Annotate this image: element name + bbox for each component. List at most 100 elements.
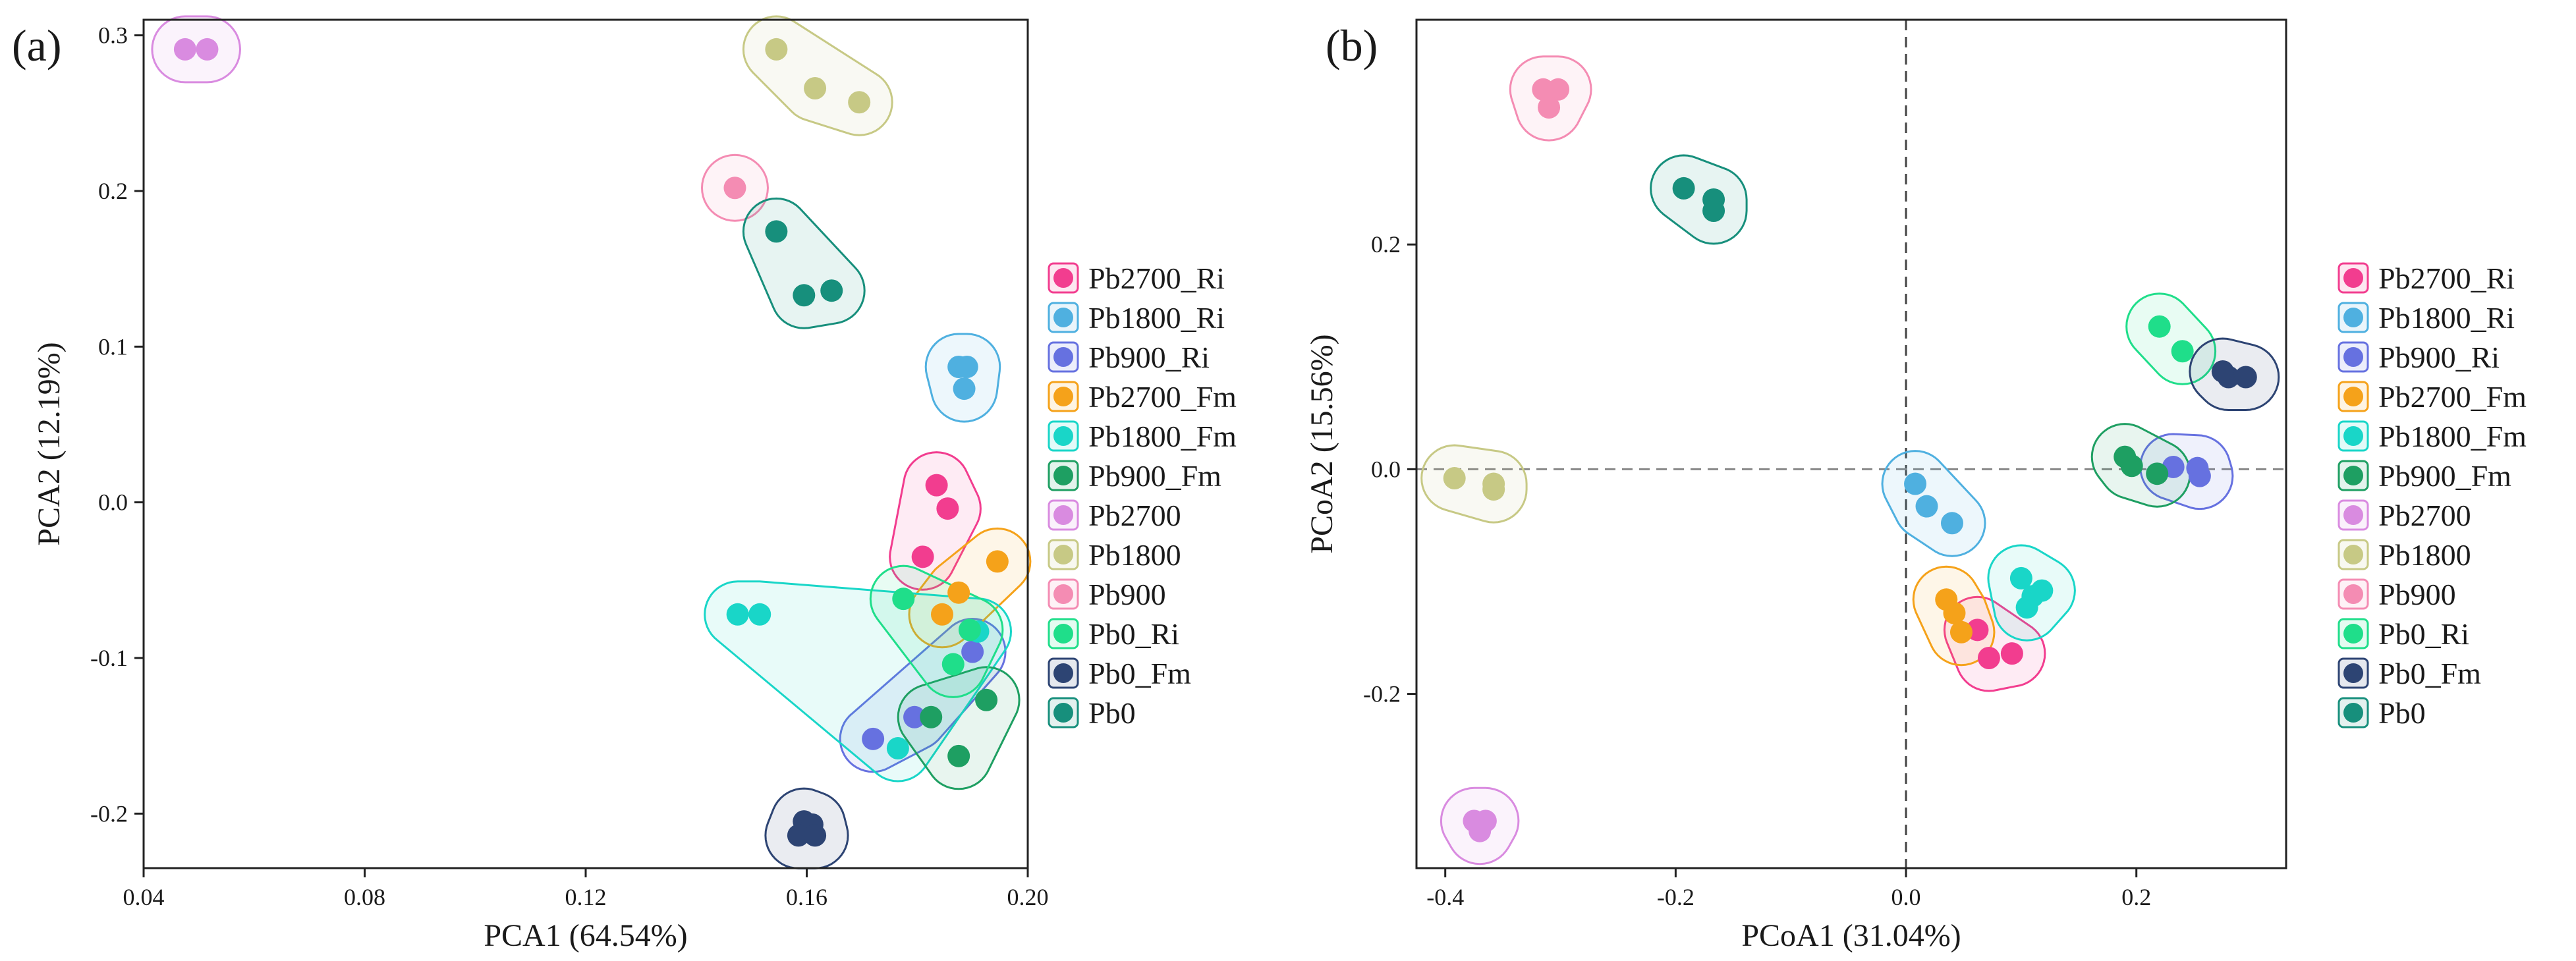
y-tick-label: -0.1 xyxy=(90,645,128,671)
x-tick-label: 0.12 xyxy=(565,884,607,910)
data-point xyxy=(793,284,816,307)
legend-label: Pb0 xyxy=(1088,696,1136,730)
legend-label: Pb1800_Ri xyxy=(1088,301,1225,335)
x-axis-title: PCoA1 (31.04%) xyxy=(1741,918,1961,953)
legend-marker xyxy=(2343,624,2363,644)
legend-marker xyxy=(1053,347,1073,367)
legend-label: Pb2700_Ri xyxy=(2378,261,2515,295)
legend-label: Pb900_Fm xyxy=(1088,459,1221,493)
legend-label: Pb0_Ri xyxy=(2378,617,2469,651)
legend-marker xyxy=(2343,703,2363,723)
panel-b-label: (b) xyxy=(1326,20,1378,70)
group-ellipse xyxy=(1650,154,1748,245)
y-tick-label: -0.2 xyxy=(90,800,128,827)
legend-marker xyxy=(1053,387,1073,406)
data-point xyxy=(2000,642,2023,665)
data-point xyxy=(930,603,953,626)
group-ellipse xyxy=(742,15,893,136)
legend-marker xyxy=(2343,308,2363,327)
plot-frame xyxy=(1415,18,2287,869)
x-tick-label: 0.04 xyxy=(123,884,165,910)
legend-marker xyxy=(1053,426,1073,446)
data-point xyxy=(1538,96,1561,119)
legend-marker xyxy=(2343,387,2363,406)
data-point xyxy=(2009,566,2032,590)
y-tick-label: 0.1 xyxy=(98,333,128,360)
legend-label: Pb2700 xyxy=(1088,499,1181,532)
group-ellipse xyxy=(1420,444,1528,524)
data-point xyxy=(787,824,810,847)
legend-label: Pb1800_Fm xyxy=(1088,420,1237,453)
group-ellipse xyxy=(742,197,866,329)
data-point xyxy=(925,474,948,497)
y-tick-label: -0.2 xyxy=(1363,681,1401,707)
data-point xyxy=(2148,315,2171,338)
data-point xyxy=(726,603,749,626)
legend-label: Pb900_Ri xyxy=(1088,341,1210,374)
legend-marker xyxy=(2343,347,2363,367)
data-point xyxy=(911,545,934,568)
legend-label: Pb2700_Ri xyxy=(1088,261,1225,295)
data-point xyxy=(955,356,978,379)
x-tick-label: 0.0 xyxy=(1891,884,1921,910)
data-point xyxy=(903,705,926,728)
data-point xyxy=(975,688,998,711)
data-point xyxy=(1469,819,1492,842)
data-point xyxy=(1443,467,1466,490)
data-point xyxy=(820,279,843,302)
data-point xyxy=(1977,646,2000,669)
data-point xyxy=(1943,601,1966,624)
group-ellipse xyxy=(2125,292,2217,385)
y-axis-title: PCoA2 (15.56%) xyxy=(1304,334,1339,553)
data-point xyxy=(1904,472,1927,495)
data-point xyxy=(958,618,981,642)
legend-marker xyxy=(1053,268,1073,288)
data-point xyxy=(848,91,871,114)
data-point xyxy=(1940,512,1963,535)
y-tick-label: 0.2 xyxy=(98,178,128,204)
legend-marker xyxy=(1053,703,1073,723)
data-point xyxy=(953,377,976,400)
legend-label: Pb2700_Fm xyxy=(1088,380,1237,414)
data-point xyxy=(1482,478,1505,501)
legend-label: Pb1800_Ri xyxy=(2378,301,2515,335)
legend-label: Pb1800 xyxy=(1088,538,1181,572)
data-point xyxy=(804,76,827,99)
data-point xyxy=(862,727,885,750)
data-point xyxy=(2120,454,2143,478)
data-point xyxy=(961,640,984,663)
legend-marker xyxy=(1053,505,1073,525)
data-point xyxy=(765,38,788,61)
data-point xyxy=(986,550,1009,573)
legend-marker xyxy=(2343,426,2363,446)
data-point xyxy=(2030,579,2054,602)
panel-a: (a) 0.04 0.08 0.12 0.16 0.20 -0.2 -0.1 0.0 0.1 0.… xyxy=(12,15,1237,953)
y-tick-label: 0.0 xyxy=(98,489,128,516)
legend-marker xyxy=(2343,466,2363,485)
data-point xyxy=(2171,340,2194,363)
data-point xyxy=(886,737,909,760)
data-point xyxy=(804,824,827,847)
legend-marker xyxy=(2343,663,2363,683)
legend-label: Pb0_Fm xyxy=(1088,657,1191,690)
x-axis-title: PCA1 (64.54%) xyxy=(484,918,687,953)
data-point xyxy=(196,38,219,61)
data-point xyxy=(947,581,970,604)
data-point xyxy=(173,38,196,61)
legend-marker xyxy=(1053,308,1073,327)
legend-marker xyxy=(1053,663,1073,683)
x-tick-label: -0.2 xyxy=(1657,884,1694,910)
legend-marker xyxy=(2343,545,2363,564)
legend-label: Pb2700_Fm xyxy=(2378,380,2527,414)
legend-marker xyxy=(1053,584,1073,604)
legend-marker xyxy=(1053,545,1073,564)
data-point xyxy=(947,744,970,767)
panel-b: (b) -0.4 -0.2 0.0 0.2 -0.2 0.0 0.2 PCoA1 (31.0… xyxy=(1304,18,2527,953)
y-axis-title: PCA2 (12.19%) xyxy=(32,342,67,545)
legend-label: Pb0 xyxy=(2378,696,2426,730)
legend-marker xyxy=(1053,624,1073,644)
x-tick-label: -0.4 xyxy=(1426,884,1464,910)
data-point xyxy=(1547,78,1570,101)
x-tick-label: 0.08 xyxy=(344,884,385,910)
